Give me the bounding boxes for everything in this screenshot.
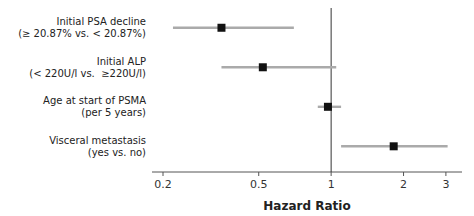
reference-line [331,8,332,172]
x-tick-label: 0.2 [154,178,172,191]
hazard-ratio-marker [217,24,225,32]
category-label: Initial ALP(< 220U/l vs. ≥220U/l) [29,56,146,79]
x-tick-label: 3 [442,178,449,191]
x-axis-label: Hazard Ratio [263,199,350,213]
x-tick [331,172,332,176]
x-tick [403,172,404,176]
hazard-ratio-marker [324,103,332,111]
x-tick-label: 1 [328,178,335,191]
plot-area [173,8,448,172]
x-tick-label: 2 [400,178,407,191]
x-tick [445,172,446,176]
x-axis-line [152,172,462,173]
hazard-ratio-marker [390,142,398,150]
x-tick [163,172,164,176]
hazard-ratio-marker [259,63,267,71]
x-tick-label: 0.5 [250,178,268,191]
category-label: Visceral metastasis(yes vs. no) [49,135,146,158]
confidence-interval [173,27,294,29]
category-label: Age at start of PSMA(per 5 years) [43,95,146,118]
forest-chart: 0.2 0.5 1 2 3 Hazard Ratio Initial PSA decline… [0,0,474,216]
confidence-interval [221,66,336,68]
x-tick [258,172,259,176]
category-label: Initial PSA decline(≥ 20.87% vs. < 20.87… [18,16,146,39]
